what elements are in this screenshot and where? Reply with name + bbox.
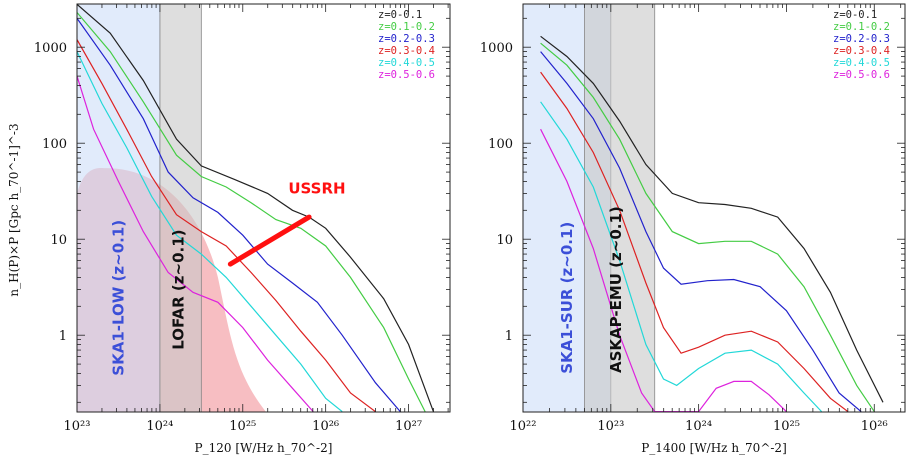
y-tick-label: 100 [42,137,67,152]
y-tick-label: 1000 [480,41,513,56]
series-line-4 [77,51,343,412]
series-line-5 [77,75,314,412]
legend-entry: z=0.5-0.6 [378,69,435,81]
y-tick-label: 10 [50,233,67,248]
ussrh-segment [227,214,312,267]
plot-frame [522,3,906,413]
y-tick-label: 1 [505,329,513,344]
y-tick-label: 1 [59,329,67,344]
series-line-1 [540,42,875,412]
legend-entry: z=0.3-0.4 [378,45,435,57]
series-line-0 [540,35,884,403]
right-panel: SKA1-SUR (z~0.1) ASKAP-EMU (z~0.1) 10²² 10²… [480,3,906,455]
plot-area [77,4,434,412]
series-line-2 [540,51,862,412]
x-tick-label: 10²⁶ [861,419,888,434]
band-lofar [159,4,202,412]
plot-area [523,4,884,412]
x-tick-label: 10²³ [597,419,624,434]
series-line-0 [77,4,434,412]
legend-entry: z=0.3-0.4 [833,45,890,57]
x-tick-label: 10²⁷ [395,419,422,434]
series-line-4 [540,101,823,412]
x-tick-label: 10²⁵ [229,419,256,434]
ussrh-label: USSRH [288,179,345,197]
legend-entry: z=0.4-0.5 [378,57,435,69]
band-askap-emu [584,4,656,412]
x-tick-label: 10²⁴ [146,419,173,434]
series-line-2 [77,17,401,412]
y-axis-label: n_H(P)×P [Gpc h_70^-1]^-3 [7,123,21,296]
legend-entry: z=0.4-0.5 [833,57,890,69]
legend-entry: z=0.1-0.2 [378,21,435,33]
x-tick-label: 10²⁵ [773,419,800,434]
left-panel: USSRH SKA1-LOW (z~0.1) LOFAR (z~0.1) 10²³ 10… [34,3,451,455]
x-tick-label: 10²⁶ [312,419,339,434]
y-tick-label: 100 [488,137,513,152]
x-axis-label: P_1400 [W/Hz h_70^-2] [641,441,787,455]
legend-entry: z=0.1-0.2 [833,21,890,33]
x-tick-label: 10²⁴ [685,419,712,434]
series-line-3 [540,71,849,412]
legend-entry: z=0.2-0.3 [833,33,890,45]
plot-frame [76,3,451,413]
x-tick-label: 10²² [510,419,537,434]
y-tick-label: 1000 [34,41,67,56]
series-line-1 [77,12,426,412]
legend-entry: z=0.2-0.3 [378,33,435,45]
band-label-0: SKA1-LOW (z~0.1) [109,220,127,376]
series-line-3 [77,39,376,412]
band-label-0: SKA1-SUR (z~0.1) [558,222,576,374]
legend-entry: z=0.5-0.6 [833,69,890,81]
legend-entry: z=0-0.1 [378,9,422,21]
band-label-1: ASKAP-EMU (z~0.1) [607,206,625,373]
x-axis-label: P_120 [W/Hz h_70^-2] [195,441,333,455]
x-tick-label: 10²³ [64,419,91,434]
y-tick-label: 10 [496,233,513,248]
band-label-1: LOFAR (z~0.1) [170,229,188,349]
legend-entry: z=0-0.1 [833,9,877,21]
